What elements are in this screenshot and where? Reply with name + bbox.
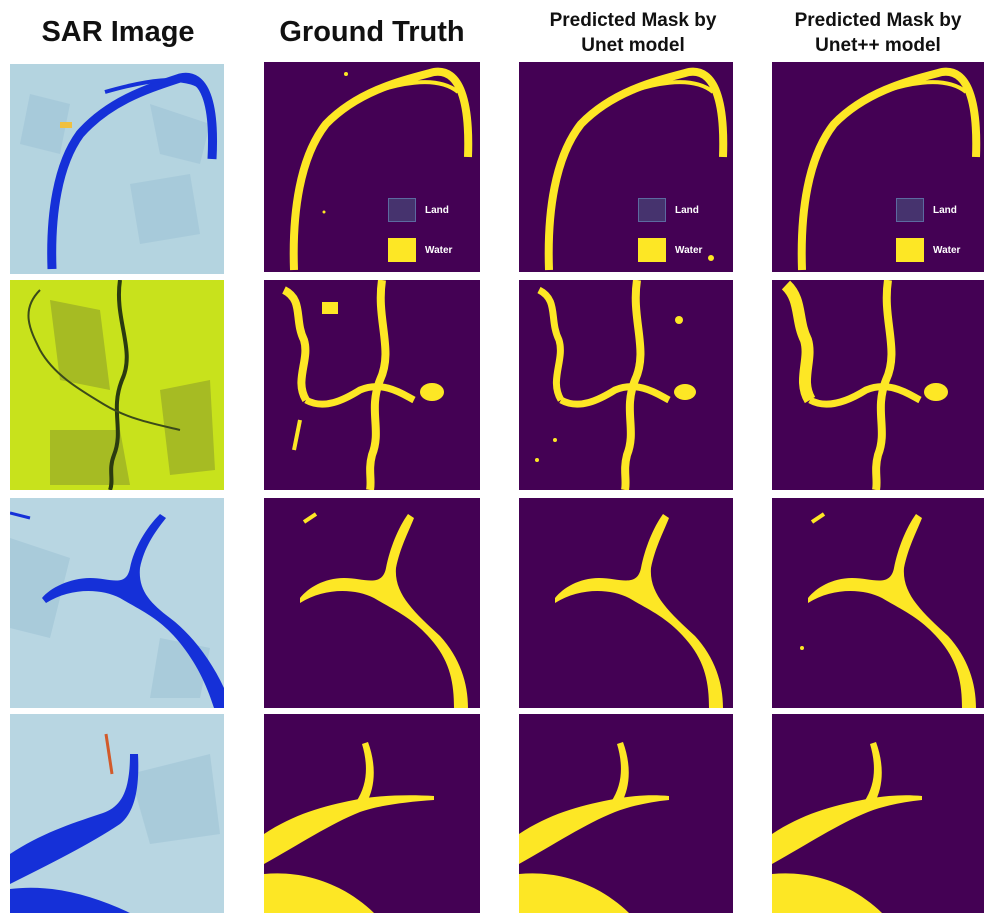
- ground-truth-row-2: [264, 280, 480, 490]
- column-header-unetpp: Predicted Mask by Unet++ model: [794, 10, 962, 56]
- sar-image-row-2: [10, 280, 224, 490]
- legend-land-label: Land: [425, 204, 449, 216]
- legend-water-label: Water: [675, 244, 703, 256]
- legend-water-row-1: Water: [388, 238, 452, 262]
- unet-prediction-row-3: [519, 498, 733, 708]
- legend-land-swatch: [896, 198, 924, 222]
- legend-land-row-1-unetpp: Land: [896, 198, 957, 222]
- ground-truth-row-4: [264, 714, 480, 913]
- unetpp-prediction-row-2: [772, 280, 984, 490]
- ground-truth-row-3: [264, 498, 480, 708]
- legend-land-swatch: [638, 198, 666, 222]
- column-header-unet: Predicted Mask by Unet model: [549, 10, 717, 56]
- unet-prediction-row-1: [519, 62, 733, 272]
- legend-land-label: Land: [933, 204, 957, 216]
- column-header-sar-image: SAR Image: [41, 16, 195, 48]
- legend-land-row-1: Land: [388, 198, 449, 222]
- sar-image-row-4: [10, 714, 224, 913]
- sar-image-row-3: [10, 498, 224, 708]
- legend-water-swatch: [638, 238, 666, 262]
- ground-truth-row-1: [264, 62, 480, 272]
- legend-water-swatch: [896, 238, 924, 262]
- legend-land-label: Land: [675, 204, 699, 216]
- legend-land-swatch: [388, 198, 416, 222]
- sar-image-row-1: [10, 64, 224, 274]
- legend-water-label: Water: [425, 244, 453, 256]
- legend-water-row-1-unet: Water: [638, 238, 702, 262]
- unetpp-prediction-row-3: [772, 498, 984, 708]
- column-header-ground-truth: Ground Truth: [279, 16, 465, 48]
- legend-water-swatch: [388, 238, 416, 262]
- legend-land-row-1-unet: Land: [638, 198, 699, 222]
- unetpp-prediction-row-1: [772, 62, 984, 272]
- unetpp-prediction-row-4: [772, 714, 984, 913]
- legend-water-label: Water: [933, 244, 961, 256]
- legend-water-row-1-unetpp: Water: [896, 238, 960, 262]
- unet-prediction-row-4: [519, 714, 733, 913]
- unet-prediction-row-2: [519, 280, 733, 490]
